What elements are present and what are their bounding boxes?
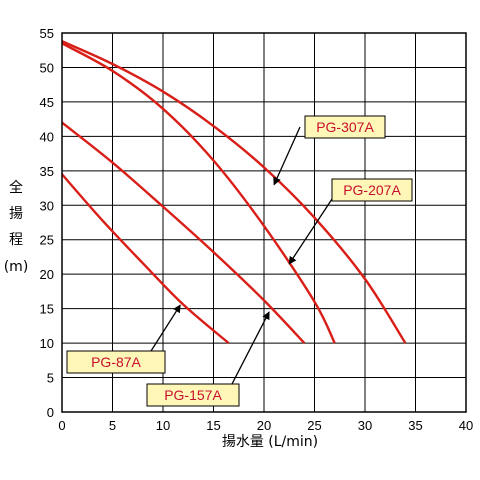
callout-pg-157a: PG-157A <box>146 311 270 407</box>
series-line-pg-207a <box>61 42 336 344</box>
y-tick-label: 45 <box>40 95 54 110</box>
x-tick-label: 0 <box>58 418 65 433</box>
y-tick-label: 25 <box>40 233 54 248</box>
y-tick-label: 10 <box>40 336 54 351</box>
series-label: PG-207A <box>343 182 401 198</box>
callout-box <box>304 115 386 139</box>
callout-box <box>331 178 413 202</box>
x-tick-label: 20 <box>257 418 271 433</box>
axis-titles: 揚水量 (L/min) 全揚程 (m) <box>4 179 318 450</box>
series-line-pg-87a <box>61 173 230 345</box>
y-axis-title-char: 揚 <box>9 205 23 222</box>
y-tick-label: 35 <box>40 164 54 179</box>
x-tick-label: 5 <box>109 418 116 433</box>
y-tick-label: 55 <box>40 26 54 41</box>
y-tick-label: 40 <box>40 129 54 144</box>
y-axis-title-char: 程 <box>9 232 23 248</box>
series-label: PG-157A <box>164 387 222 403</box>
y-tick-label: 20 <box>40 267 54 282</box>
grid <box>62 33 466 412</box>
x-tick-label: 10 <box>156 418 170 433</box>
callout-arrow <box>288 195 335 265</box>
callouts: PG-307A PG-207A PG-87A PG-157A <box>66 115 413 407</box>
y-tick-label: 5 <box>47 371 54 386</box>
callout-box <box>146 383 240 407</box>
callout-arrow <box>231 311 270 385</box>
callout-pg-87a: PG-87A <box>66 304 181 374</box>
x-tick-label: 25 <box>307 418 321 433</box>
x-tick-label: 30 <box>358 418 372 433</box>
series-lines <box>61 40 407 345</box>
callout-pg-207a: PG-207A <box>288 178 413 265</box>
series-line-pg-307a <box>61 40 407 344</box>
callout-arrow <box>273 126 301 186</box>
x-tick-label: 15 <box>206 418 220 433</box>
callout-pg-307a: PG-307A <box>273 115 386 186</box>
y-tick-label: 50 <box>40 60 54 75</box>
y-tick-label: 0 <box>47 405 54 420</box>
axes: 0 5 10 15 20 25 30 35 40 0 5 10 15 20 25 30 35 40 45 50 55 <box>40 26 474 433</box>
x-tick-label: 35 <box>408 418 422 433</box>
x-tick-label: 40 <box>459 418 473 433</box>
plot-frame <box>61 32 467 413</box>
series-line-pg-157a <box>61 121 306 344</box>
y-axis-title-char: 全 <box>9 179 23 196</box>
y-tick-label: 30 <box>40 198 54 213</box>
y-tick-label: 15 <box>40 302 54 317</box>
x-axis-title: 揚水量 (L/min) <box>222 433 318 450</box>
series-label: PG-87A <box>91 354 141 370</box>
series-label: PG-307A <box>316 119 374 135</box>
y-axis-title-char: (m) <box>4 259 29 275</box>
callout-box <box>66 350 166 374</box>
callout-arrow <box>150 304 181 352</box>
